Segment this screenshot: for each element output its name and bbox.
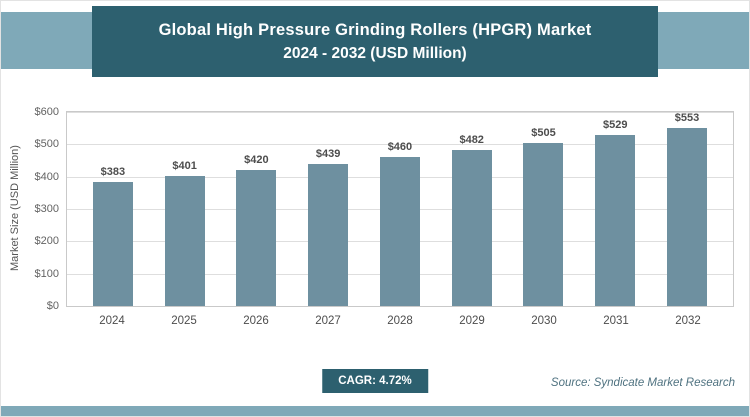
x-tick-label: 2029 (459, 315, 485, 327)
plot-area: $0 $100 $200 $300 $400 $500 $600 $383 $401 $420 $4… (35, 106, 734, 312)
bar-value-label: $460 (387, 141, 413, 154)
y-tick-label: $0 (46, 300, 59, 312)
bar (92, 182, 133, 306)
x-tick-label: 2027 (315, 315, 341, 327)
bar-column: $401 (162, 112, 208, 306)
bar (164, 176, 205, 306)
bar-column: $553 (664, 112, 710, 306)
bar-value-label: $553 (674, 112, 700, 124)
bar-value-label: $505 (531, 126, 556, 139)
y-tick-label: $400 (34, 170, 59, 183)
x-tick-label: 2028 (387, 315, 413, 327)
x-tick-label: 2026 (243, 315, 269, 327)
bars-container: $383 $401 $420 $439 $460 $482 $505 $529 $553 (67, 112, 733, 306)
bar (308, 164, 349, 306)
chart-region: Market Size (USD Million) $0 $100 $200 $300… (1, 99, 749, 351)
bottom-band (1, 406, 749, 416)
bar-column: $439 (305, 112, 351, 306)
bar (236, 170, 277, 306)
bar-value-label: $420 (244, 154, 269, 167)
bar-value-label: $383 (100, 166, 126, 179)
header: Global High Pressure Grinding Rollers (H… (1, 1, 749, 93)
bar-value-label: $401 (172, 160, 197, 173)
bar (667, 128, 707, 306)
bar-value-label: $439 (315, 148, 341, 161)
x-axis: 2024 2025 2026 2027 2028 2029 2030 2031 2032 (66, 315, 734, 327)
gridline (67, 144, 733, 146)
bar (595, 134, 636, 306)
bar (523, 142, 564, 306)
page-subtitle: 2024 - 2032 (USD Million) (283, 44, 467, 62)
bar (451, 150, 492, 306)
y-tick-label: $600 (34, 106, 59, 118)
x-tick-label: 2031 (603, 315, 629, 327)
page-title: Global High Pressure Grinding Rollers (H… (158, 20, 592, 39)
y-tick-label: $200 (34, 235, 59, 248)
x-tick-label: 2025 (171, 315, 197, 327)
bar-column: $383 (90, 112, 136, 306)
y-tick-label: $100 (34, 267, 59, 280)
y-tick-label: $500 (34, 138, 59, 151)
bar-value-label: $482 (459, 134, 484, 147)
y-tick-label: $300 (34, 203, 59, 215)
bar-column: $482 (449, 112, 495, 306)
cagr-badge: CAGR: 4.72% (322, 369, 428, 393)
bar-column: $529 (592, 112, 638, 306)
title-box: Global High Pressure Grinding Rollers (H… (92, 6, 658, 77)
bar-column: $505 (520, 112, 566, 306)
gridline (67, 112, 733, 113)
bar (379, 157, 420, 306)
bar-column: $420 (233, 112, 279, 306)
source-attribution: Source: Syndicate Market Research (550, 377, 735, 389)
x-tick-label: 2024 (99, 315, 125, 327)
x-tick-label: 2032 (675, 315, 701, 327)
bar-column: $460 (377, 112, 423, 306)
x-tick-label: 2030 (531, 315, 557, 327)
bar-value-label: $529 (602, 118, 628, 131)
